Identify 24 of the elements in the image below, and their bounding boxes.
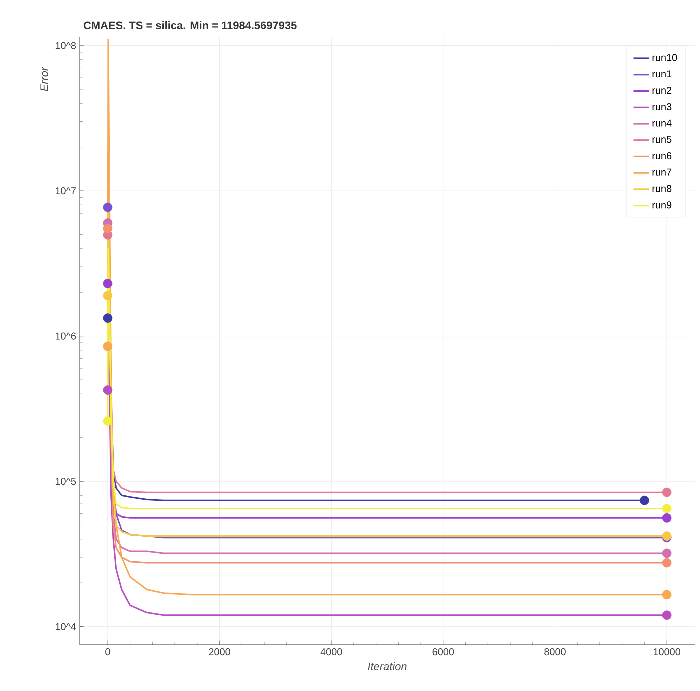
x-tick-label: 8000 [544, 648, 566, 656]
y-tick-label: 10^6 [56, 332, 76, 340]
legend-label: run10 [652, 54, 678, 62]
y-axis-title: Error [40, 67, 48, 92]
legend-label: run6 [652, 152, 672, 160]
x-axis-title: Iteration [368, 662, 407, 670]
y-tick-label: 10^4 [56, 623, 76, 630]
legend-label: run5 [652, 136, 672, 144]
legend-label: run8 [652, 185, 672, 192]
legend-label: run9 [652, 202, 672, 209]
x-tick-label: 10000 [654, 648, 681, 656]
y-tick-label: 10^5 [56, 478, 76, 486]
legend-label: run2 [652, 87, 672, 94]
legend-label: run1 [652, 70, 672, 78]
legend-label: run7 [652, 168, 672, 176]
legend-label: run4 [652, 120, 672, 127]
x-tick-label: 4000 [320, 648, 342, 656]
x-tick-label: 6000 [432, 648, 454, 656]
legend-label: run3 [652, 103, 672, 110]
x-tick-label: 2000 [209, 648, 230, 656]
y-tick-label: 10^8 [56, 42, 76, 50]
x-tick-label: 0 [106, 648, 110, 656]
chart-title: CMAES. TS = silica. Min = 11984.5697935 [84, 21, 297, 30]
y-tick-label: 10^7 [56, 188, 76, 195]
